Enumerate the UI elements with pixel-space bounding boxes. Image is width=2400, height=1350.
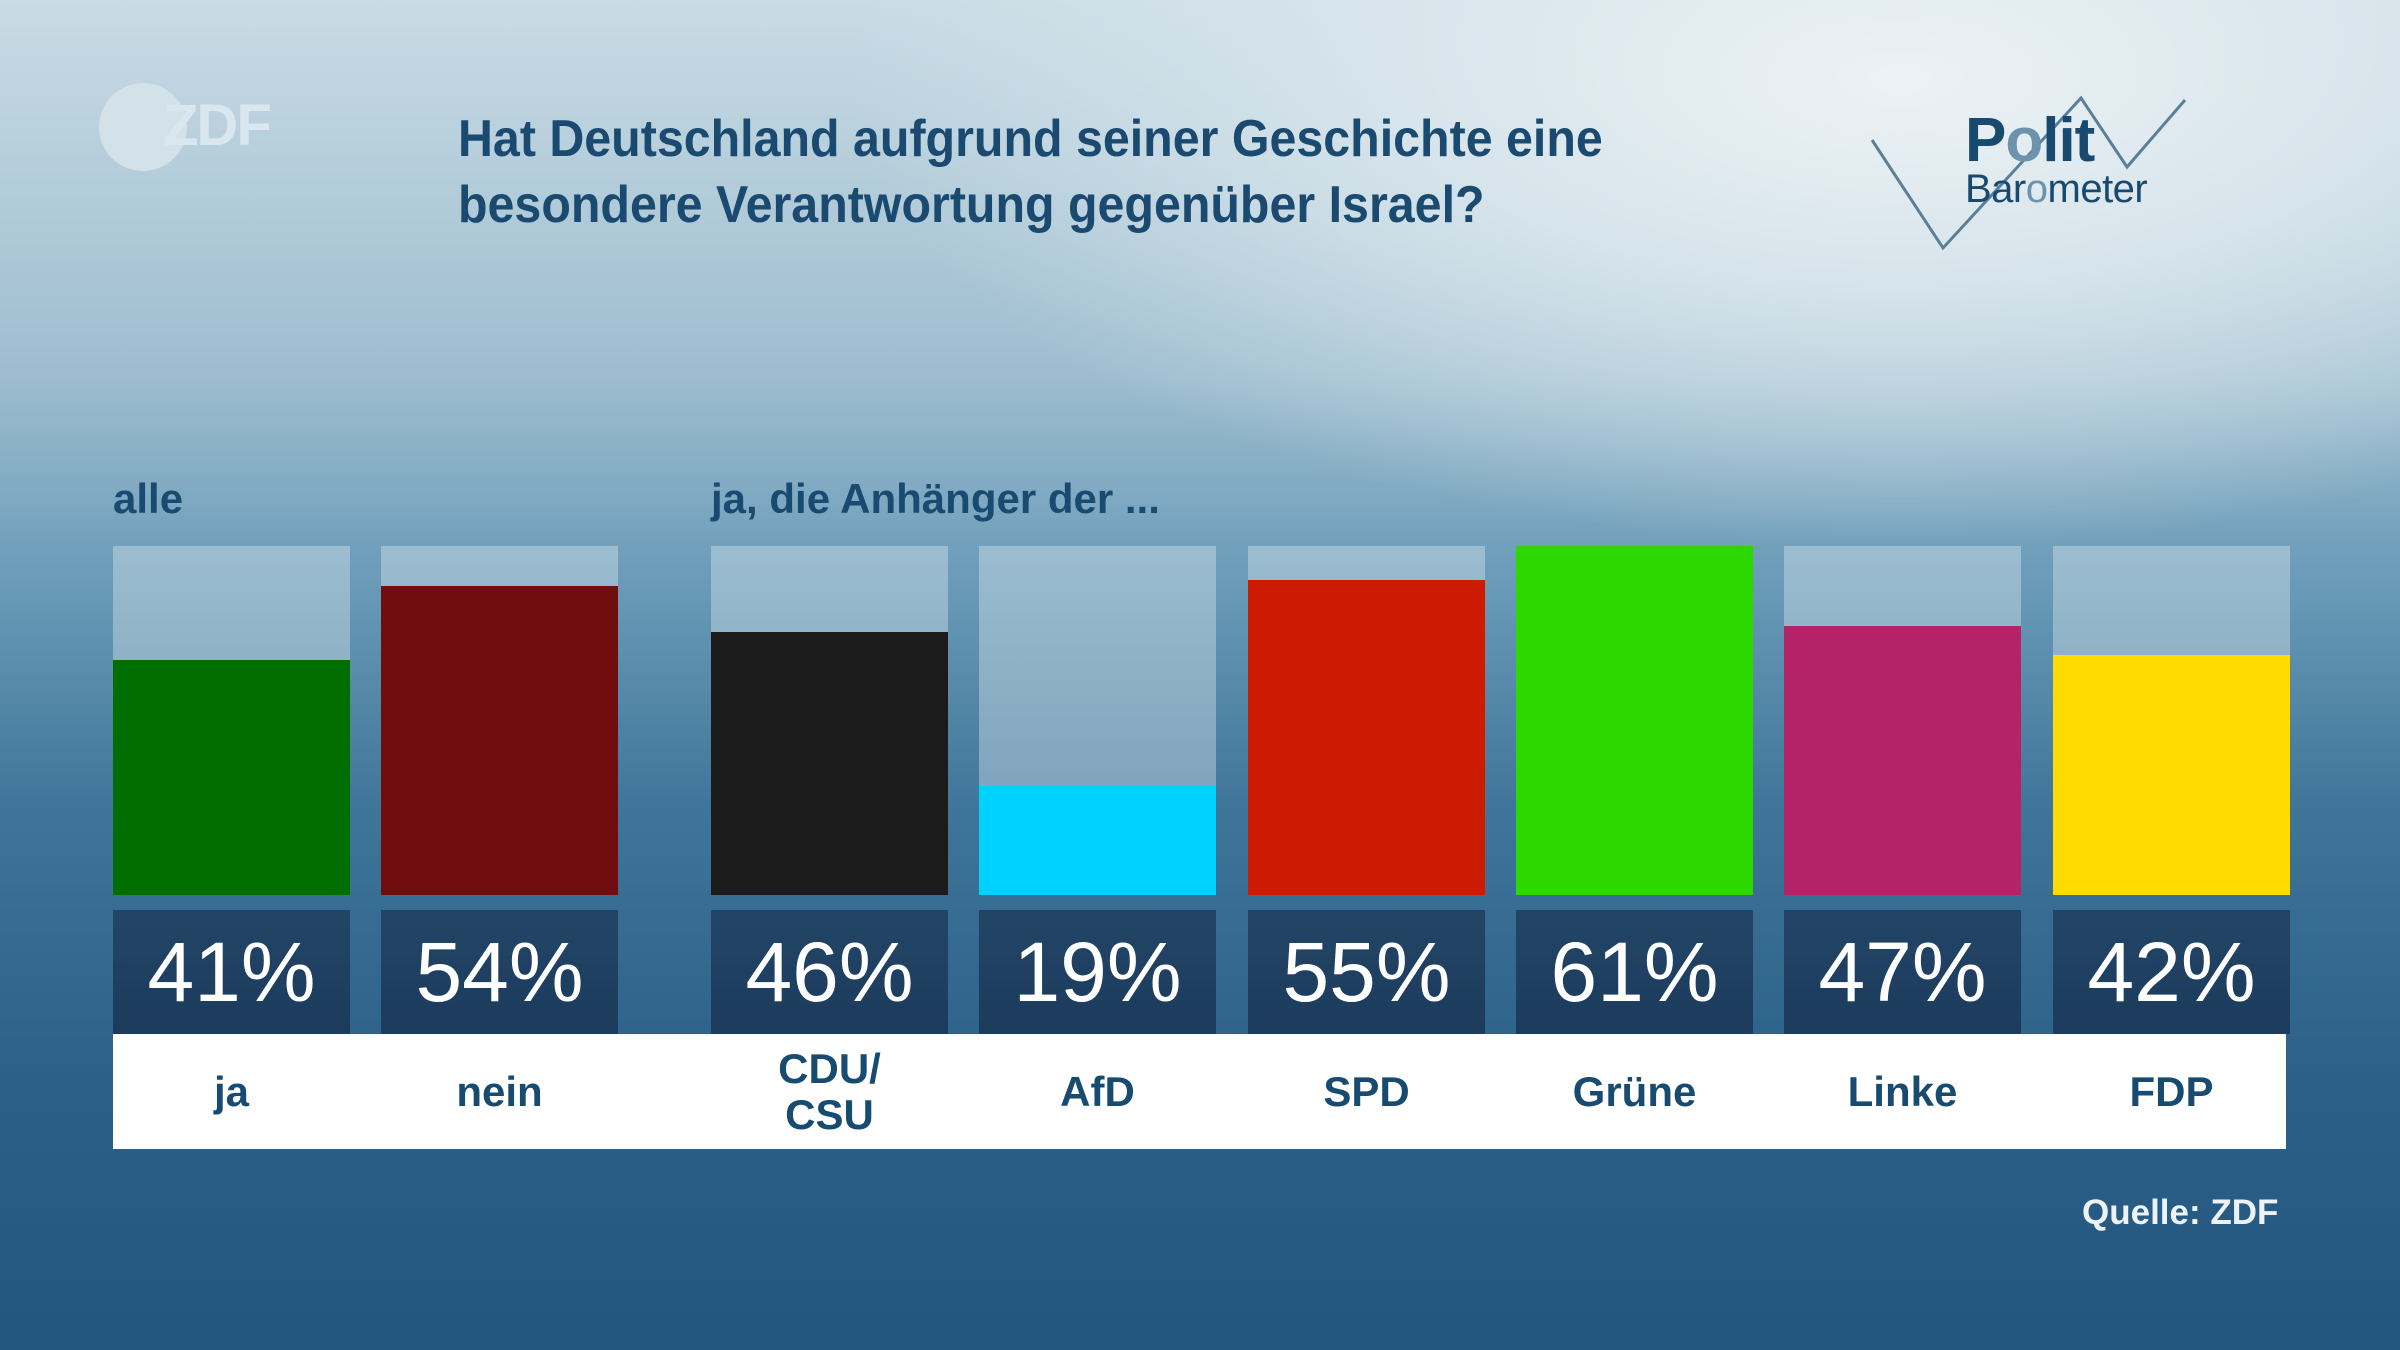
source-note: Quelle: ZDF [2082,1193,2279,1232]
politbarometer-logo-barometer: Barometer [1965,167,2148,211]
value-label-fdp: 42% [2053,910,2290,1034]
chart-title: Hat Deutschland aufgrund seiner Geschich… [458,106,1760,238]
chart-title-line-1: Hat Deutschland aufgrund seiner Geschich… [458,110,1603,168]
bar-track-linke [1784,546,2021,895]
bar-nein [381,586,618,895]
bar-fdp [2053,655,2290,895]
group-label-all: alle [113,475,184,522]
category-label-strip [113,1034,2286,1149]
value-label-nein: 54% [381,910,618,1034]
politbarometer-zigzag-icon [1870,95,2187,251]
bar-cdu-csu [711,632,948,895]
bar-afd [979,786,1216,895]
bar-linke [1784,626,2021,895]
zdf-logo: ZDF [99,83,279,173]
bar-ja [113,660,350,895]
logo-letter-o: o [2005,106,2043,175]
zdf-logo-text: ZDF [163,93,272,158]
bar-track-nein [381,546,618,895]
politbarometer-logo-polit: Polit [1965,106,2095,175]
zdf-logo-circle-icon [99,83,187,171]
value-label-cdu-csu: 46% [711,910,948,1034]
bar-track-ja [113,546,350,895]
bar-track-fdp [2053,546,2290,895]
category-label-grüne: Grüne [1572,1067,1697,1115]
chart-title-line-2: besondere Verantwortung gegenüber Israel… [458,176,1485,234]
category-label-nein: nein [456,1067,543,1115]
category-label-fdp: FDP [2129,1067,2214,1115]
category-label-ja: ja [213,1067,250,1115]
group-label-party-supporters: ja, die Anhänger der ... [711,475,1160,522]
category-label-cdu-csu: CDU/CSU [778,1044,881,1138]
category-label-linke: Linke [1847,1067,1958,1115]
politbarometer-logo: Polit Barometer [1860,90,2260,260]
bar-track-spd [1248,546,1485,895]
bar-track-grüne [1516,546,1753,895]
bar-spd [1248,580,1485,895]
value-label-grüne: 61% [1516,910,1753,1034]
category-label-spd: SPD [1323,1067,1410,1115]
value-label-ja: 41% [113,910,350,1034]
bar-grüne [1516,546,1753,895]
value-label-linke: 47% [1784,910,2021,1034]
logo-letter-o: o [2025,167,2048,211]
value-label-spd: 55% [1248,910,1485,1034]
category-label-afd: AfD [1060,1067,1135,1115]
value-label-afd: 19% [979,910,1216,1034]
bar-track-afd [979,546,1216,895]
bar-track-cdu-csu [711,546,948,895]
